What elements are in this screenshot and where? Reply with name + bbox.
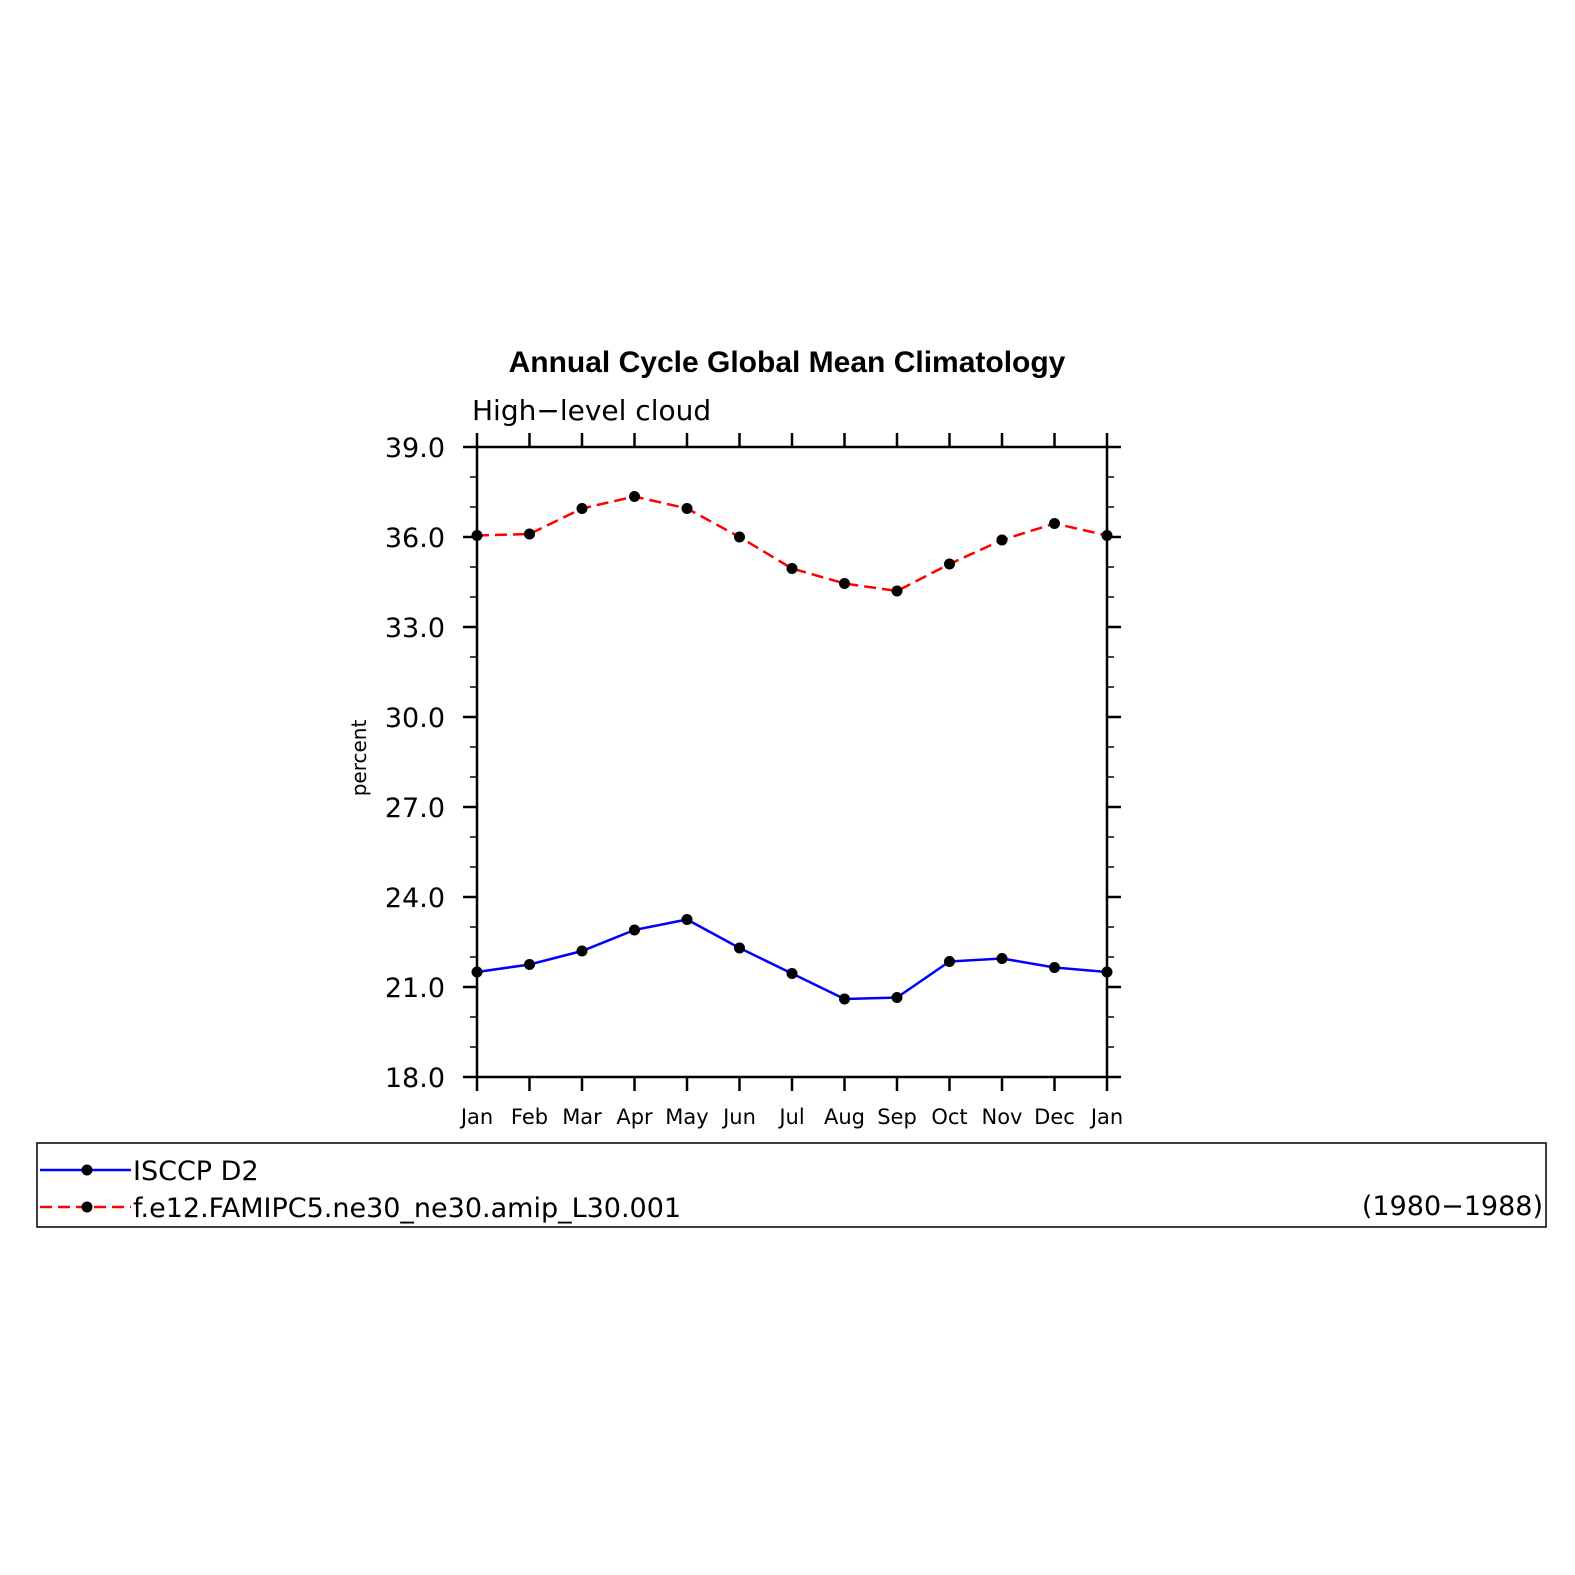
x-tick-label: Apr [616,1105,653,1129]
y-tick-label: 24.0 [385,883,445,914]
data-point [629,924,640,936]
series-line [476,495,1108,593]
y-tick-label: 21.0 [385,973,445,1004]
x-tick-label: May [665,1105,708,1129]
data-point [996,953,1008,964]
data-point [576,945,588,957]
x-tick-label: Sep [877,1105,917,1129]
series-line [476,918,1108,1001]
data-point [944,558,955,570]
plot-frame [475,445,1109,1079]
x-tick-label: Jan [1089,1105,1123,1129]
data-point [839,993,850,1005]
x-tick-label: Dec [1034,1105,1075,1129]
data-point [1049,962,1060,973]
data-point [1101,530,1113,541]
x-tick-label: Aug [824,1105,865,1129]
legend-label: ISCCP D2 [133,1156,259,1187]
y-tick-label: 30.0 [385,703,445,734]
chart-subtitle: High−level cloud [472,394,711,427]
legend-box [36,1142,1547,1228]
data-point [524,528,535,540]
data-point [471,530,483,541]
data-point [734,531,745,543]
data-point [786,563,798,574]
data-point [839,578,850,589]
x-tick-label: Jul [777,1105,804,1129]
data-point [1049,518,1060,529]
legend-period-note: (1980−1988) [1362,1191,1543,1222]
data-point [1101,966,1113,978]
legend: ISCCP D2 f.e12.FAMIPC5.ne30_ne30.amip_L30… [40,1156,681,1224]
data-point [576,503,588,514]
data-point [786,968,798,979]
x-tick-label: Jun [721,1105,756,1129]
x-tick-label: Mar [562,1105,602,1129]
chart-title: Annual Cycle Global Mean Climatology [509,346,1066,379]
data-point [681,914,693,925]
data-point [471,966,483,978]
x-tick-label: Nov [982,1105,1023,1129]
legend-marker [81,1164,93,1176]
data-point [681,503,693,514]
x-tick-label: Jan [459,1105,493,1129]
data-point [891,992,903,1003]
legend-label: f.e12.FAMIPC5.ne30_ne30.amip_L30.001 [133,1193,681,1224]
y-tick-label: 18.0 [385,1063,445,1094]
y-tick-label: 36.0 [385,523,445,554]
axes: 18.0 21.0 24.0 27.0 30.0 33.0 36.0 39.0 Jan Feb Ma… [385,433,1123,1129]
y-axis-label: percent [347,720,371,797]
plot-series [471,491,1113,1005]
data-point [996,534,1008,546]
x-tick-label: Feb [511,1105,548,1129]
data-point [629,491,640,502]
x-tick-label: Oct [931,1105,967,1129]
y-tick-label: 39.0 [385,433,445,464]
data-point [891,585,903,597]
legend-marker [81,1201,93,1213]
y-tick-label: 27.0 [385,793,445,824]
y-tick-label: 33.0 [385,613,445,644]
data-point [524,959,535,970]
data-point [944,956,955,967]
data-point [734,942,745,954]
